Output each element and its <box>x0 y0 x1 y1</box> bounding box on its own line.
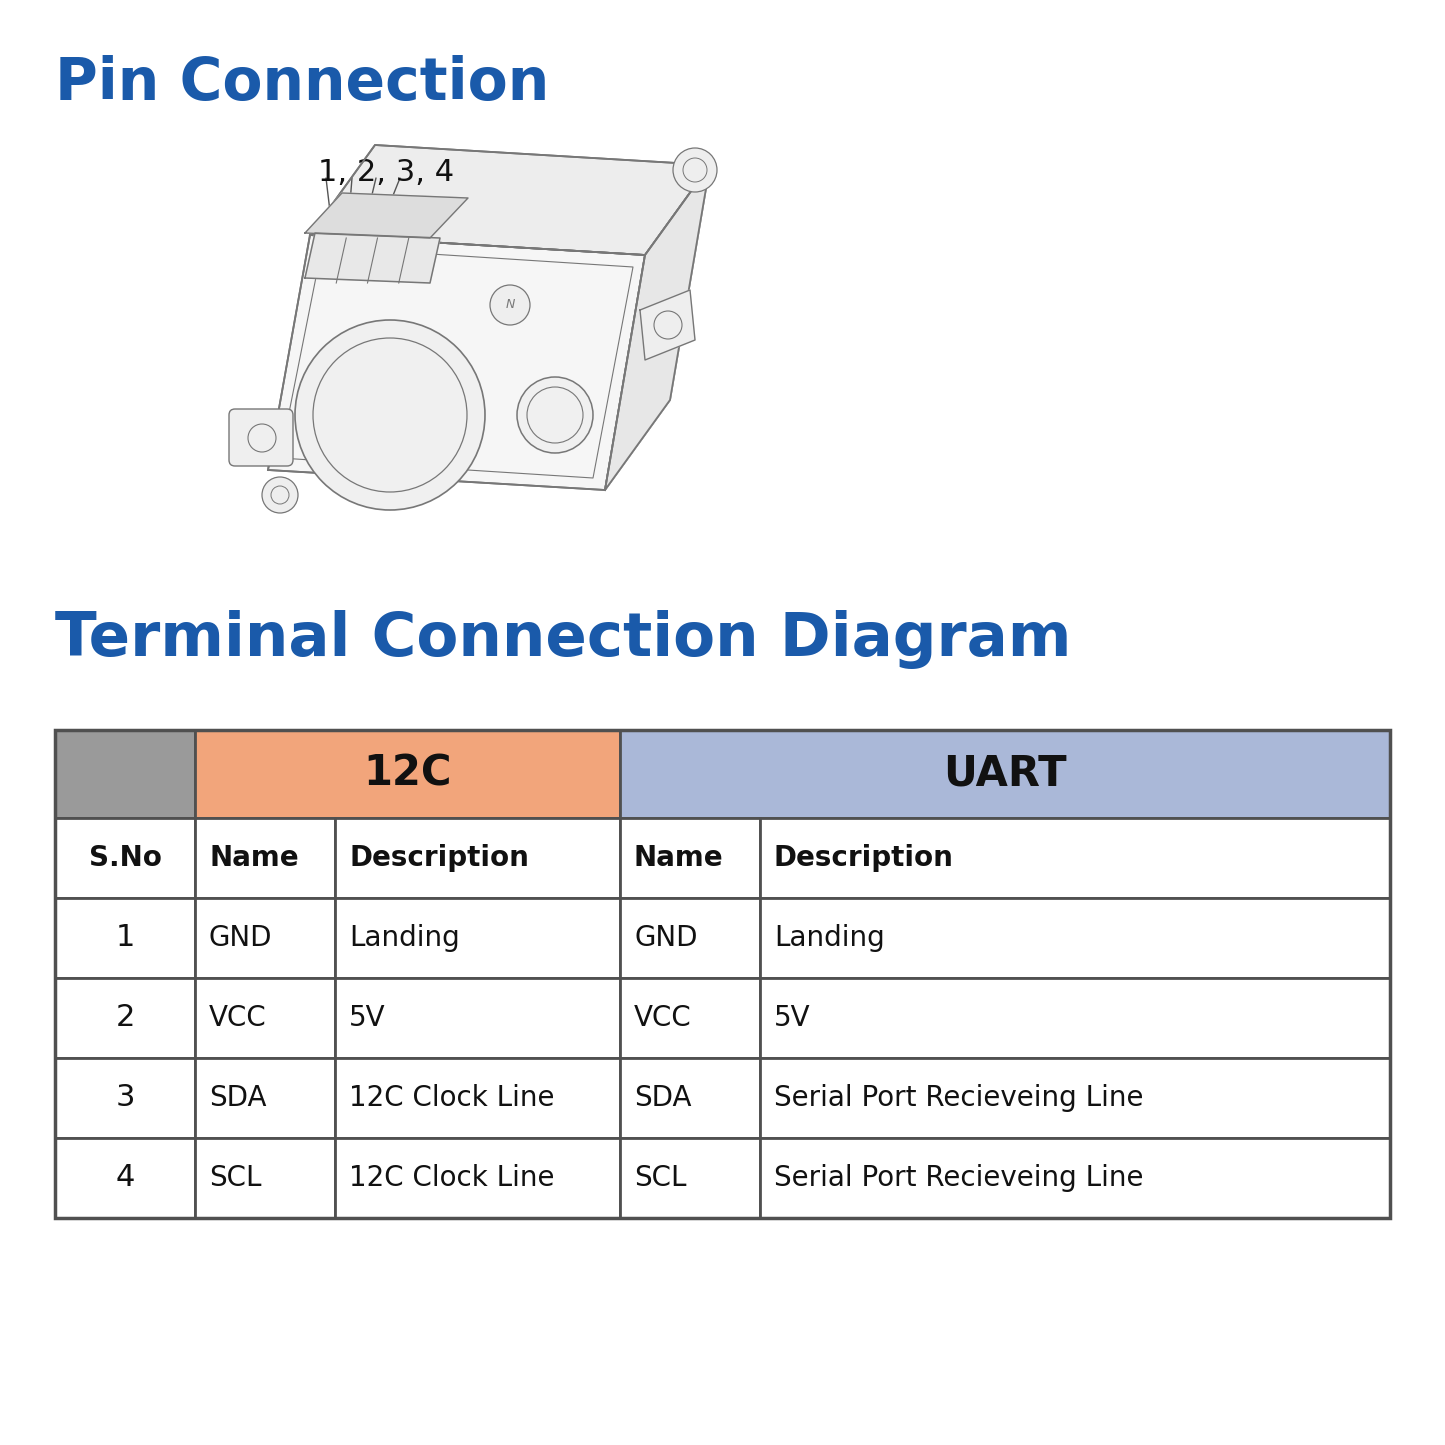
Bar <box>620 818 760 897</box>
Bar <box>335 1139 620 1218</box>
Circle shape <box>262 477 298 513</box>
Text: UART: UART <box>944 753 1066 795</box>
Bar <box>55 897 195 978</box>
Circle shape <box>517 377 592 452</box>
Bar <box>620 897 760 978</box>
Text: 1, 2, 3, 4: 1, 2, 3, 4 <box>318 158 454 186</box>
Text: 5V: 5V <box>775 1004 811 1032</box>
Text: 4: 4 <box>116 1163 134 1192</box>
Text: VCC: VCC <box>634 1004 692 1032</box>
Text: SDA: SDA <box>634 1084 692 1113</box>
Text: N: N <box>506 299 514 312</box>
Bar <box>55 818 195 897</box>
Text: Serial Port Recieveing Line: Serial Port Recieveing Line <box>775 1165 1143 1192</box>
Bar <box>620 1058 760 1139</box>
Circle shape <box>490 285 530 325</box>
Text: SCL: SCL <box>210 1165 262 1192</box>
Bar <box>195 818 335 897</box>
Bar <box>55 730 1390 1218</box>
Text: Pin Connection: Pin Connection <box>55 55 549 113</box>
Bar <box>195 1058 335 1139</box>
Text: Name: Name <box>210 844 299 871</box>
Bar <box>195 978 335 1058</box>
Text: VCC: VCC <box>210 1004 267 1032</box>
Bar <box>620 978 760 1058</box>
Text: 2: 2 <box>116 1003 134 1033</box>
Text: Landing: Landing <box>775 923 884 952</box>
Text: 12C Clock Line: 12C Clock Line <box>350 1084 555 1113</box>
Text: Terminal Connection Diagram: Terminal Connection Diagram <box>55 610 1072 669</box>
Text: 12C Clock Line: 12C Clock Line <box>350 1165 555 1192</box>
Circle shape <box>673 147 717 192</box>
Bar <box>55 1139 195 1218</box>
Bar <box>195 897 335 978</box>
Bar <box>620 730 1390 818</box>
Polygon shape <box>640 290 695 360</box>
Bar <box>760 1139 1390 1218</box>
Bar <box>55 978 195 1058</box>
Polygon shape <box>311 144 709 254</box>
Text: GND: GND <box>210 923 273 952</box>
Text: Description: Description <box>350 844 529 871</box>
Circle shape <box>295 319 486 510</box>
Bar <box>335 818 620 897</box>
Text: Description: Description <box>775 844 954 871</box>
Text: Landing: Landing <box>350 923 460 952</box>
Bar <box>760 818 1390 897</box>
Bar <box>335 978 620 1058</box>
Text: Name: Name <box>634 844 724 871</box>
Bar <box>335 897 620 978</box>
Bar <box>55 730 195 818</box>
Text: SDA: SDA <box>210 1084 266 1113</box>
Bar <box>760 897 1390 978</box>
Polygon shape <box>605 165 709 490</box>
Polygon shape <box>305 194 468 238</box>
Text: GND: GND <box>634 923 698 952</box>
Text: 12C: 12C <box>363 753 452 795</box>
Text: 1: 1 <box>116 923 134 952</box>
Text: Serial Port Recieveing Line: Serial Port Recieveing Line <box>775 1084 1143 1113</box>
FancyBboxPatch shape <box>228 409 293 465</box>
Polygon shape <box>267 236 644 490</box>
Bar <box>335 1058 620 1139</box>
Bar <box>195 730 620 818</box>
Polygon shape <box>305 233 439 283</box>
Text: 5V: 5V <box>350 1004 386 1032</box>
Bar <box>195 1139 335 1218</box>
Bar <box>55 1058 195 1139</box>
Bar <box>760 1058 1390 1139</box>
Text: 3: 3 <box>116 1084 134 1113</box>
Bar <box>620 1139 760 1218</box>
Text: S.No: S.No <box>88 844 162 871</box>
Text: SCL: SCL <box>634 1165 686 1192</box>
Bar <box>760 978 1390 1058</box>
